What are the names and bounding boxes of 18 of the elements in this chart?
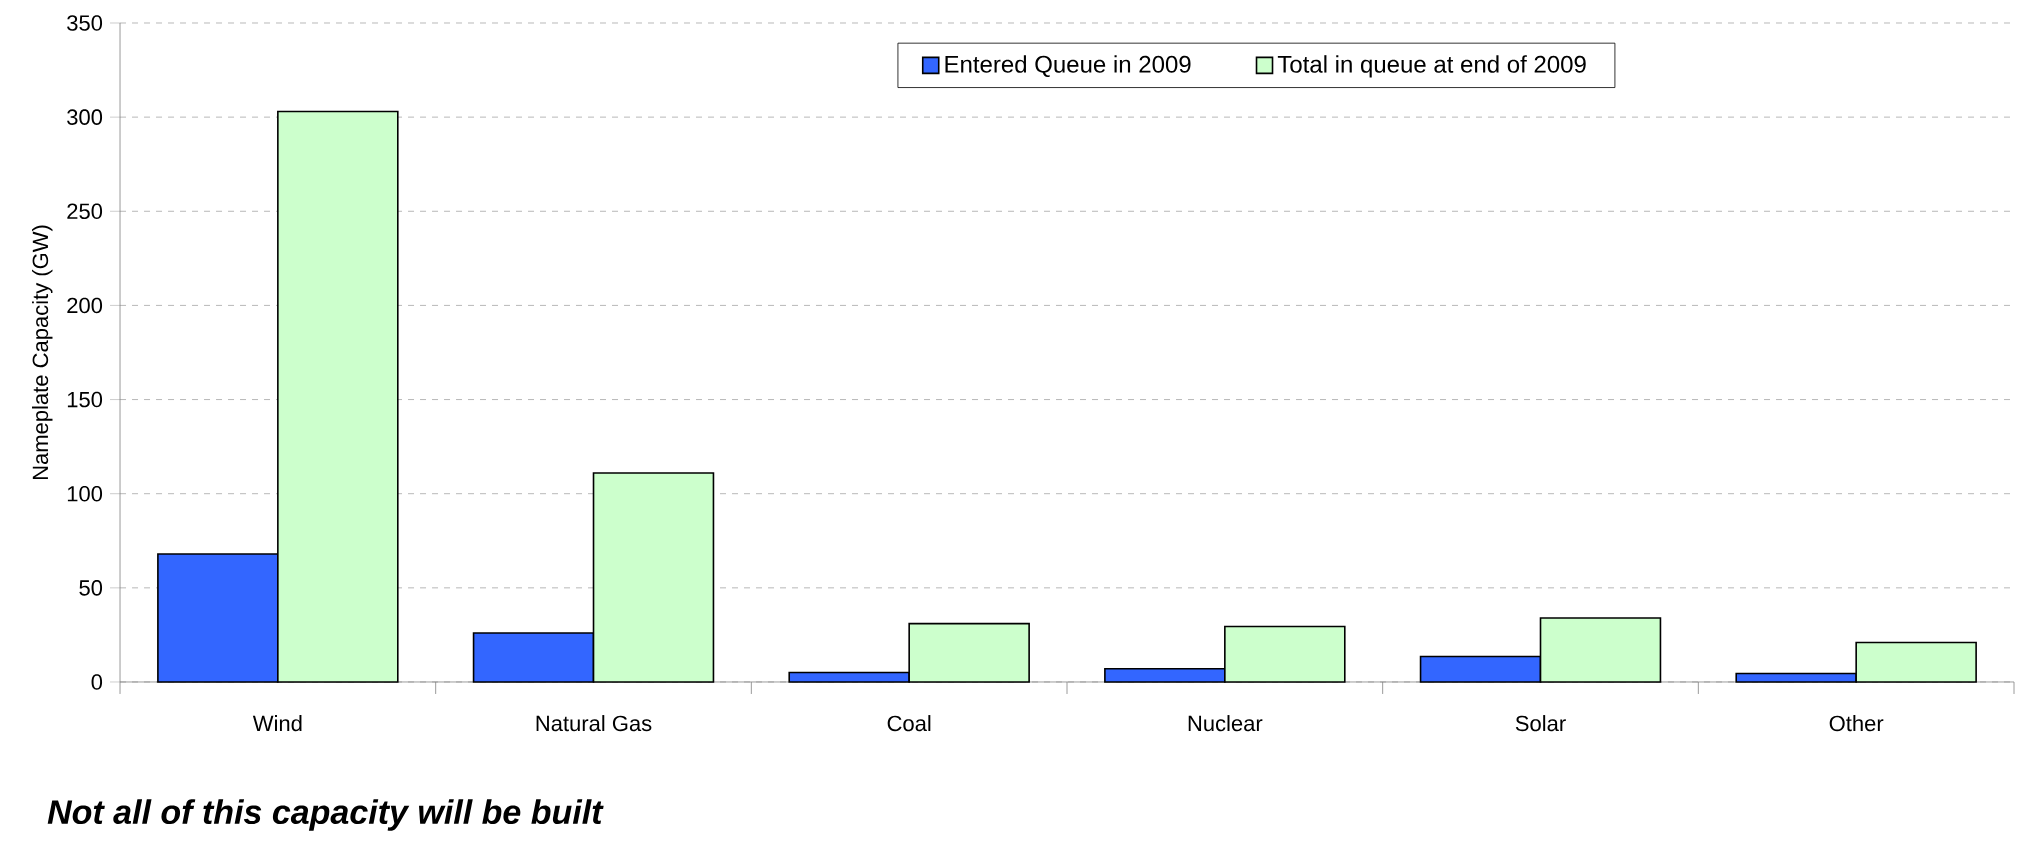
legend-label: Total in queue at end of 2009 [1277,55,1586,78]
y-tick-label: 50 [79,580,103,596]
x-tick-label: Coal [887,715,931,732]
x-tick-label: Natural Gas [536,715,652,732]
x-tick-label: Wind [252,715,302,732]
x-tick-label: Other [1829,715,1884,732]
y-tick-label: 250 [67,203,103,220]
y-tick-label: 200 [67,297,103,314]
y-tick-label: 100 [67,485,103,502]
y-tick-label: 0 [91,674,103,690]
y-tick-label: 350 [67,15,103,31]
text: Not all of this capacity will be built [47,799,604,831]
y-tick-label: 150 [67,391,103,408]
x-tick-label: Solar [1515,715,1566,732]
y-axis-title: Nameplate Capacity (GW) [32,225,53,480]
y-tick-label: 300 [67,109,103,125]
x-tick-label: Nuclear [1188,715,1263,732]
legend-label: Entered Queue in 2009 [945,55,1191,78]
